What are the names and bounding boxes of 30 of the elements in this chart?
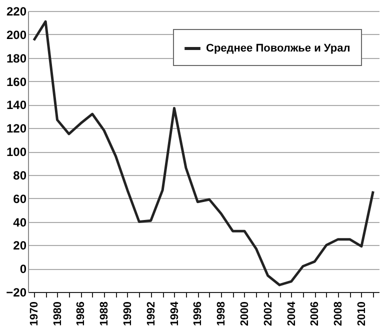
y-tick-label: 20 (13, 238, 27, 253)
y-tick-label: 80 (13, 168, 27, 182)
x-tick-label: 1970 (28, 302, 40, 326)
x-tick-label: 1990 (122, 302, 134, 326)
x-tick-label: 1998 (216, 302, 228, 326)
y-tick-label: 140 (6, 98, 27, 112)
y-tick-label: 160 (6, 74, 27, 89)
y-tick-label: 60 (13, 192, 27, 206)
x-tick-label: 2002 (262, 302, 274, 326)
legend-label: Среднее Поволжье и Урал (206, 42, 350, 54)
y-tick-label: 120 (6, 122, 27, 136)
x-tick-label: 1996 (192, 302, 204, 326)
x-tick-label: 1988 (98, 302, 111, 326)
y-tick-label: −20 (6, 286, 27, 300)
line-series (32, 20, 374, 286)
y-tick-label: 0 (20, 262, 27, 276)
y-tick-label: 200 (6, 28, 27, 42)
y-tick-label: 100 (6, 145, 27, 159)
x-tick-label: 2004 (286, 300, 298, 326)
x-tick-label: 1994 (168, 300, 181, 326)
x-tick-label: 2008 (332, 302, 345, 326)
x-tick-label: 1986 (75, 302, 88, 326)
x-tick-label: 2006 (309, 302, 322, 326)
x-tick-label: 2000 (238, 302, 251, 326)
y-tick-label: 40 (13, 215, 27, 230)
x-tick-label: 2010 (356, 302, 368, 326)
y-tick-label: 220 (6, 4, 27, 18)
y-tick-label: 180 (6, 51, 27, 66)
x-tick-label: 1992 (145, 302, 158, 326)
x-tick-label: 1980 (52, 302, 64, 326)
